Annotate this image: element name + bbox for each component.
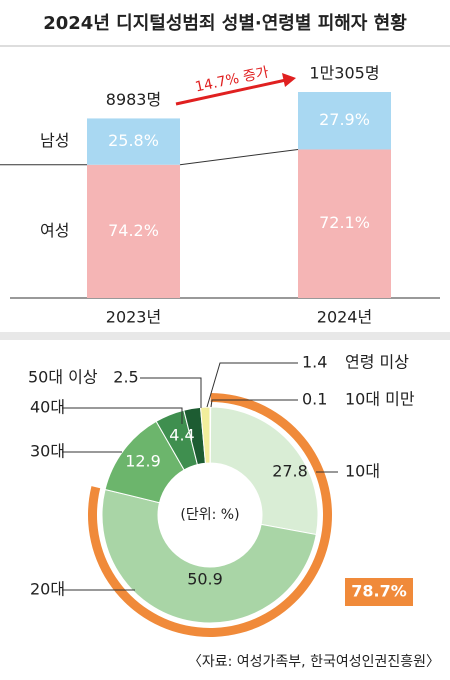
category-label: 40대 bbox=[30, 398, 65, 417]
title: 2024년 디지털성범죄 성별·연령별 피해자 현황 bbox=[43, 13, 407, 34]
unit-label: (단위: %) bbox=[180, 507, 239, 523]
category-label: 50대 이상 bbox=[28, 368, 98, 387]
value-label: 25.8% bbox=[108, 131, 159, 150]
category-label: 30대 bbox=[30, 442, 65, 461]
source: 〈자료: 여성가족부, 한국여성인권진흥원〉 bbox=[188, 654, 440, 670]
leader-line bbox=[140, 377, 202, 408]
bar-segment bbox=[87, 118, 180, 165]
value-label: 27.9% bbox=[319, 110, 370, 129]
category-label: 10대 미만 bbox=[345, 390, 415, 409]
category-label: 연령 미상 bbox=[345, 353, 409, 372]
series-label: 여성 bbox=[40, 221, 69, 240]
value-label: 4.4 bbox=[169, 426, 194, 445]
connector bbox=[179, 148, 299, 166]
value-label: 74.2% bbox=[108, 221, 159, 240]
separator bbox=[0, 332, 450, 340]
category-label: 10대 bbox=[345, 462, 380, 481]
bar-segment bbox=[298, 92, 391, 150]
category-label: 2024년 bbox=[317, 308, 372, 327]
value-label: 0.1 bbox=[302, 390, 327, 409]
donut-slice bbox=[209, 406, 319, 536]
value-label: 12.9 bbox=[125, 452, 161, 471]
growth-arrow bbox=[175, 78, 287, 106]
value-label: 27.8 bbox=[272, 462, 308, 481]
donut-slice bbox=[101, 488, 317, 624]
highlight-box bbox=[345, 578, 413, 606]
value-label: 72.1% bbox=[319, 213, 370, 232]
bar-segment bbox=[87, 164, 180, 298]
total-label: 1만305명 bbox=[309, 64, 379, 83]
leader-line bbox=[62, 407, 183, 424]
leader-line bbox=[210, 399, 298, 408]
highlight-label: 78.7% bbox=[351, 582, 407, 601]
series-label: 남성 bbox=[40, 131, 69, 150]
value-label: 1.4 bbox=[302, 353, 327, 372]
total-label: 8983명 bbox=[106, 90, 161, 109]
arrow-head bbox=[282, 73, 296, 87]
value-label: 50.9 bbox=[187, 570, 223, 589]
donut-slice bbox=[199, 406, 211, 464]
leader-line bbox=[206, 362, 298, 408]
category-label: 2023년 bbox=[106, 308, 161, 327]
bar-segment bbox=[298, 149, 391, 298]
category-label: 20대 bbox=[30, 580, 65, 599]
value-label: 2.5 bbox=[113, 368, 138, 387]
